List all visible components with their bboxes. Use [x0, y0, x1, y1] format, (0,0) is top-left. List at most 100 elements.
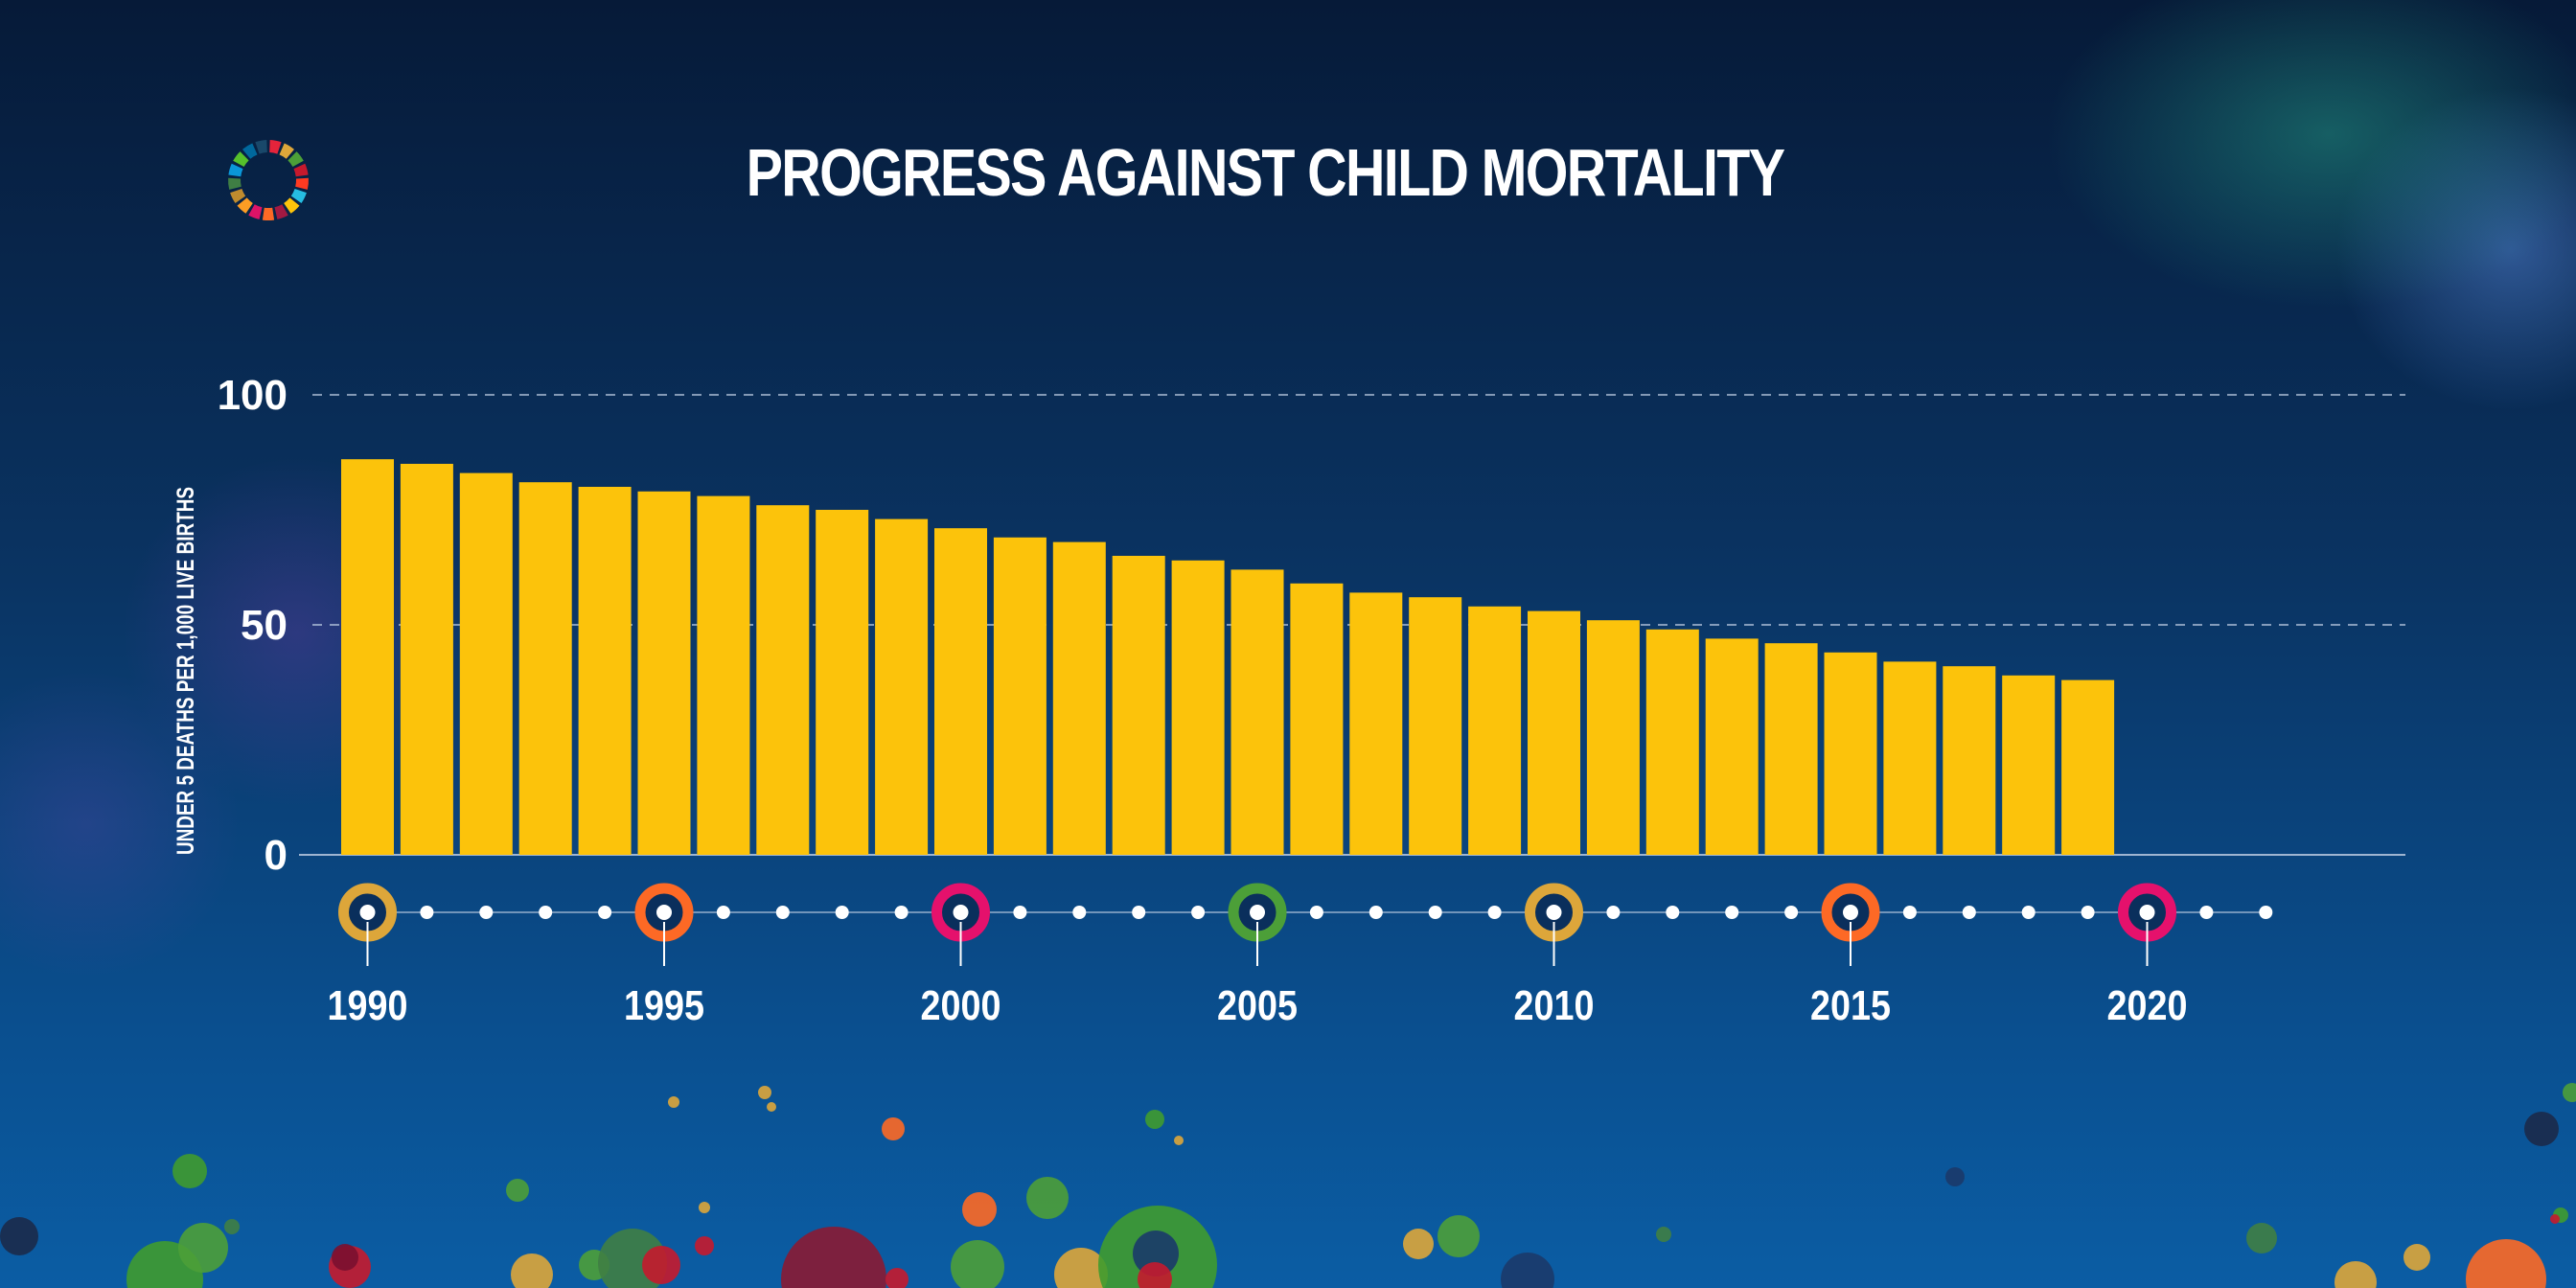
bar-2010: [1528, 610, 1580, 855]
bar-2015: [1824, 652, 1877, 855]
bar-2012: [1645, 629, 1699, 855]
timeline-dot: [2139, 905, 2155, 920]
logo-segment: [230, 189, 246, 203]
decorative-bubble: [1133, 1230, 1179, 1276]
logo-segment: [242, 143, 258, 159]
decorative-bubble: [2550, 1214, 2560, 1224]
bar-2006: [1290, 583, 1344, 855]
bar-1996: [697, 495, 750, 855]
y-axis-ticks: 0 50 100: [218, 372, 288, 879]
bar-1997: [756, 505, 810, 855]
timeline-dot: [1962, 906, 1976, 919]
logo-segment: [290, 189, 307, 203]
decorative-bubble: [1145, 1110, 1164, 1129]
bar-2018: [2002, 675, 2056, 855]
decorative-bubble: [2334, 1261, 2377, 1288]
decorative-bubble: [962, 1192, 997, 1227]
bar-1994: [578, 487, 632, 855]
logo-segment: [279, 143, 294, 159]
bars: [341, 459, 2115, 855]
decorative-bubble: [886, 1268, 908, 1288]
bar-2013: [1705, 638, 1759, 855]
decorative-bubble: [1174, 1136, 1184, 1145]
logo-segment: [288, 151, 304, 167]
bar-2014: [1764, 643, 1818, 855]
timeline-dot: [953, 905, 969, 920]
decorative-bubble: [1403, 1229, 1434, 1259]
timeline-dot: [420, 906, 434, 919]
logo-segment: [274, 204, 288, 219]
y-tick-label: 0: [264, 832, 288, 879]
timeline-dot: [2021, 906, 2036, 919]
logo-segment: [262, 207, 275, 221]
logo-segment: [228, 163, 243, 177]
decorative-bubble: [1501, 1253, 1554, 1288]
bar-2003: [1112, 556, 1165, 855]
logo-segment: [269, 140, 282, 154]
bar-2017: [1943, 666, 1996, 855]
timeline-dot: [1666, 906, 1680, 919]
timeline-dot: [1546, 905, 1562, 920]
bar-2001: [993, 537, 1046, 855]
logo-segment: [233, 151, 249, 167]
timeline-dot: [656, 905, 672, 920]
decorative-bubble: [781, 1227, 886, 1288]
bar-1990: [341, 459, 394, 855]
bar-2005: [1230, 569, 1284, 855]
x-tick-label: 1995: [624, 982, 704, 1029]
logo-segment: [255, 140, 267, 154]
timeline-dot: [598, 906, 612, 919]
timeline-dot: [894, 906, 908, 919]
decorative-bubble: [1054, 1248, 1108, 1288]
x-tick-label: 2000: [921, 982, 1001, 1029]
timeline-dot: [1072, 906, 1087, 919]
decorative-bubble: [1945, 1167, 1965, 1186]
timeline-dot: [1132, 906, 1146, 919]
timeline-dot: [539, 906, 553, 919]
bar-1999: [875, 518, 929, 855]
timeline-axis: 1990 1995 2000 2005 2010 2015 2020: [328, 883, 2273, 1029]
decorative-bubble: [511, 1254, 553, 1288]
bar-2019: [2061, 679, 2115, 855]
decorative-bubble: [0, 1217, 38, 1255]
timeline-dot: [2259, 906, 2273, 919]
logo-segment: [228, 177, 242, 190]
decorative-bubble: [668, 1096, 679, 1108]
decorative-bubble: [767, 1102, 776, 1112]
logo-segment: [237, 197, 253, 214]
decorative-bubble: [506, 1179, 529, 1202]
y-tick-label: 50: [241, 602, 288, 649]
logo-segment: [248, 204, 263, 219]
bar-1995: [637, 491, 691, 855]
timeline-dot: [1902, 906, 1917, 919]
bar-2011: [1586, 620, 1640, 855]
bar-2009: [1468, 606, 1522, 855]
sdg-wheel-icon: [228, 140, 309, 221]
decorative-bubble: [2563, 1083, 2576, 1102]
decorative-bubble: [882, 1117, 905, 1140]
timeline-dot: [1725, 906, 1739, 919]
decorative-bubble: [332, 1244, 358, 1271]
x-tick-label: 2010: [1514, 982, 1595, 1029]
bar-2016: [1883, 661, 1937, 855]
bar-1992: [459, 472, 513, 855]
x-tick-label: 1990: [328, 982, 408, 1029]
decorative-bubble: [951, 1240, 1004, 1288]
bar-2004: [1171, 560, 1225, 855]
x-tick-label: 2020: [2107, 982, 2188, 1029]
decorative-bubble: [2466, 1239, 2546, 1288]
timeline-dot: [1250, 905, 1265, 920]
timeline-dot: [835, 906, 849, 919]
decorative-bubble: [2246, 1223, 2277, 1254]
timeline-dot: [716, 906, 730, 919]
bar-1991: [400, 464, 453, 855]
bar-2008: [1409, 597, 1462, 855]
decorative-bubble: [224, 1219, 240, 1234]
timeline-dot: [2081, 906, 2095, 919]
bar-2000: [934, 528, 987, 855]
timeline-dot: [359, 905, 376, 920]
timeline-dot: [1309, 906, 1323, 919]
timeline-dot: [1191, 906, 1206, 919]
decorative-bubble: [695, 1236, 714, 1255]
